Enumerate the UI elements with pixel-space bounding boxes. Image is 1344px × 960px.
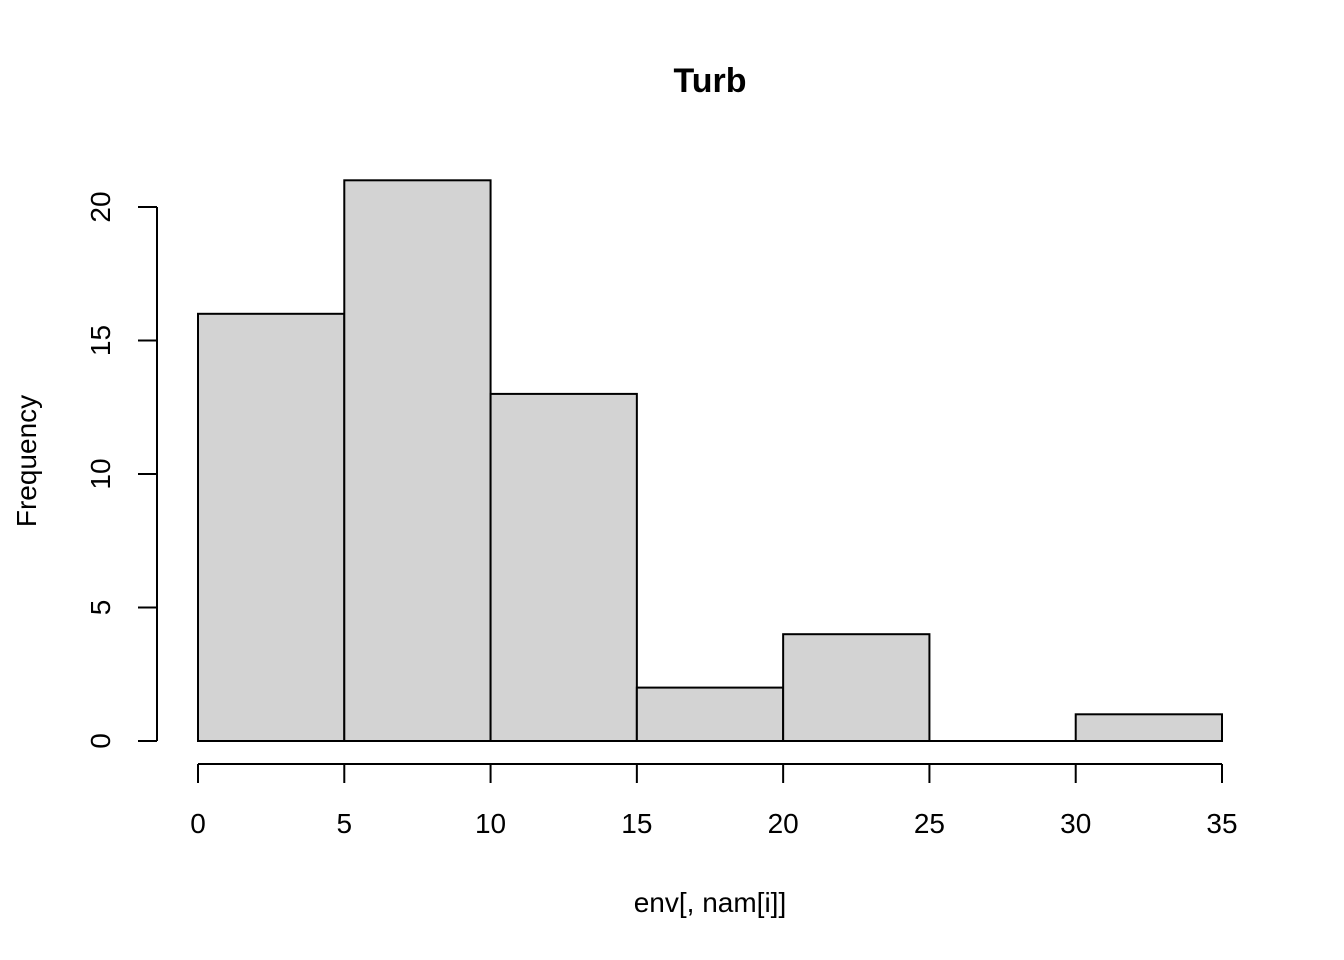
histogram-bar: [489, 392, 638, 742]
y-tick-label: 0: [85, 733, 116, 749]
histogram-bar: [1074, 713, 1223, 742]
x-tick-label: 0: [190, 808, 206, 839]
x-axis-title: env[, nam[i]]: [634, 887, 787, 918]
histogram-bar: [343, 179, 492, 743]
histogram-bar: [635, 686, 785, 742]
y-tick-label: 20: [85, 191, 116, 222]
x-tick-label: 30: [1060, 808, 1091, 839]
histogram-bar: [782, 633, 931, 743]
y-tick-label: 5: [85, 600, 116, 616]
x-tick-label: 20: [768, 808, 799, 839]
y-tick-label: 10: [85, 458, 116, 489]
x-tick-label: 35: [1206, 808, 1237, 839]
x-tick-label: 5: [336, 808, 352, 839]
y-tick-label: 15: [85, 325, 116, 356]
x-tick-label: 25: [914, 808, 945, 839]
bars-group: [197, 179, 1223, 743]
histogram-bar: [197, 312, 346, 742]
y-axis-title: Frequency: [11, 395, 42, 527]
x-tick-label: 10: [475, 808, 506, 839]
x-axis: 0 5 10 15 20 25 30 35: [190, 763, 1238, 839]
chart-title: Turb: [673, 62, 746, 100]
x-tick-label: 15: [621, 808, 652, 839]
y-axis: 0 5 10 15 20: [85, 191, 158, 749]
